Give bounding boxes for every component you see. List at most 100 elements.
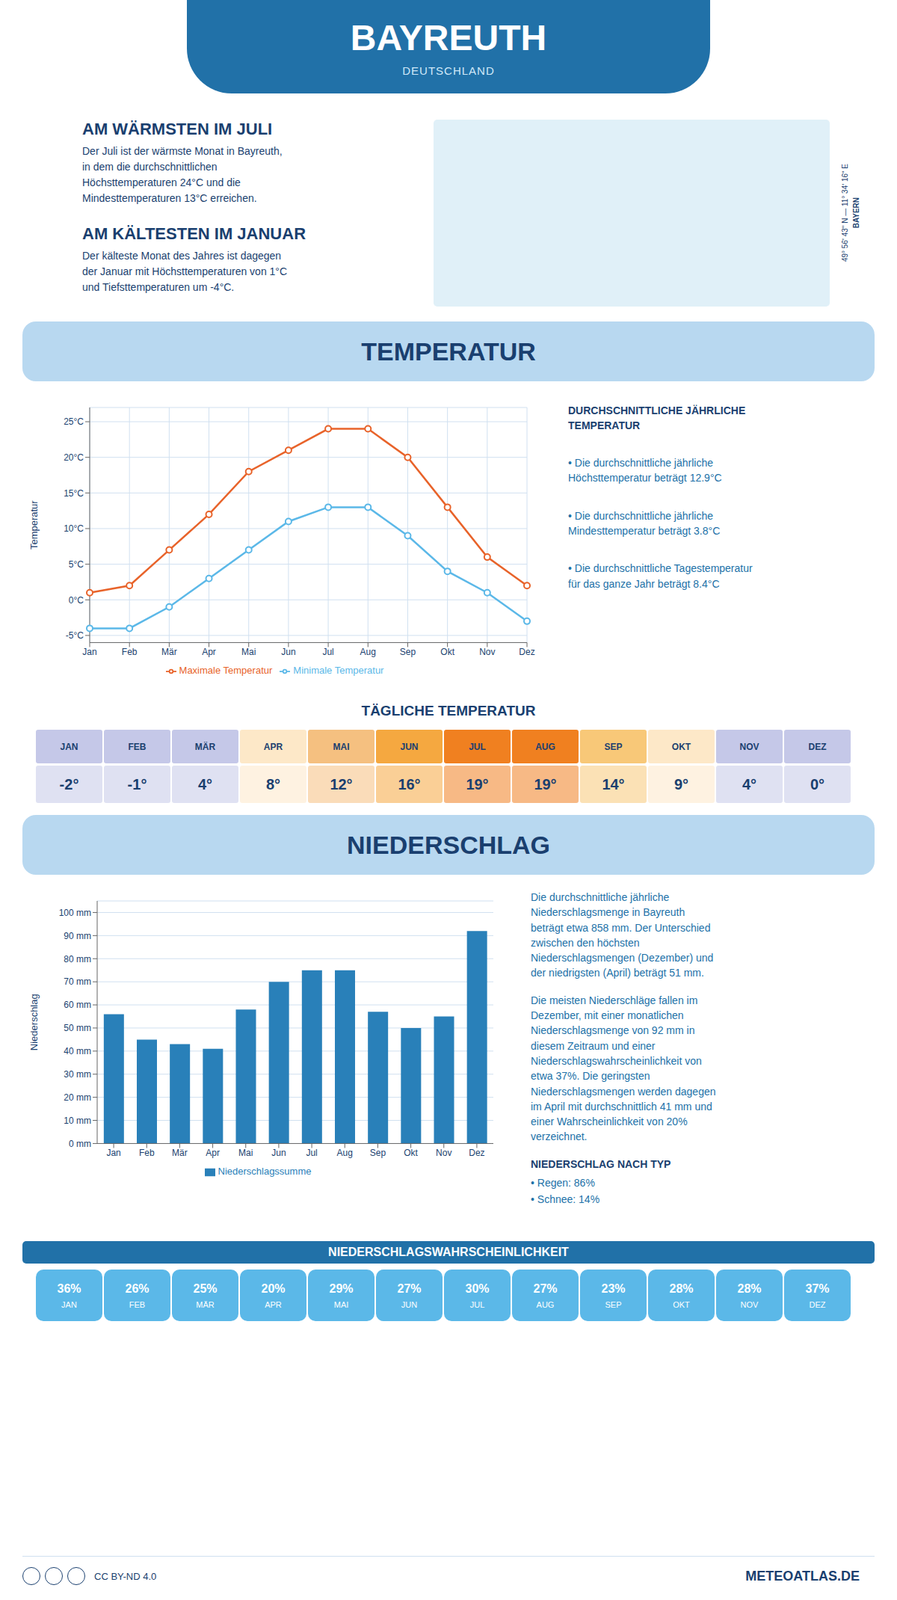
svg-text:10°C: 10°C: [63, 523, 84, 534]
html-text:AM WÄRMSTEN IM JULI: AM WÄRMSTEN IM JULI: [82, 119, 273, 139]
svg-text:Feb: Feb: [139, 1147, 155, 1158]
svg-text:Aug: Aug: [337, 1147, 353, 1158]
html-text:TEMPERATUR: TEMPERATUR: [361, 336, 536, 366]
svg-text:5°C: 5°C: [68, 559, 84, 570]
svg-text:50 mm: 50 mm: [63, 1022, 92, 1034]
html-text:NIEDERSCHLAG NACH TYP: NIEDERSCHLAG NACH TYP: [530, 1157, 671, 1170]
html-text:26%: 26%: [125, 1281, 150, 1295]
html-text:25%: 25%: [193, 1281, 218, 1295]
html-text:JUN: JUN: [400, 741, 419, 752]
html-text:MAI: MAI: [333, 741, 350, 752]
svg-text:Dez: Dez: [468, 1147, 485, 1158]
html-text:23%: 23%: [601, 1281, 626, 1295]
svg-text:Aug: Aug: [360, 646, 376, 658]
html-text:27%: 27%: [397, 1281, 422, 1295]
html-text:Der Juli ist der wärmste Monat: Der Juli ist der wärmste Monat in Bayreu…: [82, 145, 283, 205]
html-text:30%: 30%: [465, 1281, 490, 1295]
svg-text:15°C: 15°C: [63, 488, 84, 499]
svg-text:Dez: Dez: [518, 646, 535, 658]
html-text:• Die durchschnittliche jährli: • Die durchschnittliche jährliche Höchst…: [568, 456, 722, 485]
html-text:JUL: JUL: [468, 741, 486, 752]
html-text:• Die durchschnittliche Tagest: • Die durchschnittliche Tagestemperatur …: [568, 562, 753, 590]
html-text:METEOATLAS.DE: METEOATLAS.DE: [745, 1567, 860, 1583]
svg-text:Okt: Okt: [440, 646, 455, 658]
svg-text:60 mm: 60 mm: [63, 999, 92, 1010]
html-text:DEUTSCHLAND: DEUTSCHLAND: [402, 63, 495, 77]
svg-text:Nov: Nov: [479, 646, 495, 658]
html-text:• Regen: 86% • Schnee: 14%: • Regen: 86% • Schnee: 14%: [530, 1176, 600, 1206]
svg-text:20°C: 20°C: [63, 452, 84, 463]
html-text:16°: 16°: [397, 775, 421, 792]
html-text:AM KÄLTESTEN IM JANUAR: AM KÄLTESTEN IM JANUAR: [82, 224, 306, 243]
html-text:9°: 9°: [674, 775, 689, 792]
html-text:Die durchschnittliche jährlich: Die durchschnittliche jährliche Niedersc…: [530, 891, 714, 979]
html-text:DURCHSCHNITTLICHE JÄHRLICHE TE: DURCHSCHNITTLICHE JÄHRLICHE TEMPERATUR: [568, 404, 746, 432]
svg-text:Nov: Nov: [435, 1147, 452, 1158]
html-text:27%: 27%: [533, 1281, 558, 1295]
svg-text:0°C: 0°C: [68, 595, 84, 606]
html-text:29%: 29%: [329, 1281, 354, 1295]
svg-text:20 mm: 20 mm: [63, 1092, 92, 1103]
html-text:12°: 12°: [329, 775, 353, 792]
svg-text:70 mm: 70 mm: [63, 976, 92, 987]
svg-text:Temperatur: Temperatur: [28, 500, 40, 550]
svg-text:Mai: Mai: [238, 1147, 253, 1158]
html-text:36%: 36%: [57, 1281, 82, 1295]
html-text:SEP: SEP: [604, 741, 623, 752]
html-text:• Die durchschnittliche jährli: • Die durchschnittliche jährliche Mindes…: [568, 509, 721, 537]
svg-text:Okt: Okt: [403, 1147, 418, 1158]
html-text:TÄGLICHE TEMPERATUR: TÄGLICHE TEMPERATUR: [361, 702, 536, 719]
svg-text:10 mm: 10 mm: [63, 1115, 92, 1126]
html-text:20%: 20%: [261, 1281, 286, 1295]
svg-text:Jan: Jan: [82, 646, 97, 658]
html-text:4°: 4°: [742, 775, 757, 792]
html-text:NIEDERSCHLAG: NIEDERSCHLAG: [346, 830, 551, 859]
html-text:CC BY-ND 4.0: CC BY-ND 4.0: [94, 1570, 157, 1582]
html-text:8°: 8°: [266, 775, 281, 792]
svg-text:Apr: Apr: [205, 1147, 220, 1158]
html-text:BAYREUTH: BAYREUTH: [350, 17, 547, 58]
html-text:APR: APR: [263, 741, 283, 752]
html-text:AUG: AUG: [535, 741, 556, 752]
svg-text:-5°C: -5°C: [65, 630, 84, 641]
svg-text:Feb: Feb: [121, 646, 138, 658]
svg-text:Niederschlag: Niederschlag: [28, 993, 40, 1051]
html-text:Minimale Temperatur: Minimale Temperatur: [293, 664, 384, 677]
svg-text:Mär: Mär: [161, 646, 178, 658]
html-text:4°: 4°: [198, 775, 213, 792]
svg-text:Apr: Apr: [201, 646, 217, 658]
svg-text:100 mm: 100 mm: [59, 907, 92, 918]
svg-text:Mär: Mär: [171, 1147, 188, 1158]
html-text:Der kälteste Monat des Jahres: Der kälteste Monat des Jahres ist dagege…: [82, 249, 288, 294]
html-text:-1°: -1°: [127, 775, 147, 792]
html-text:Die meisten Niederschläge fall: Die meisten Niederschläge fallen im Deze…: [530, 994, 716, 1143]
svg-text:Jan: Jan: [106, 1147, 121, 1158]
svg-text:90 mm: 90 mm: [63, 930, 92, 942]
svg-text:30 mm: 30 mm: [63, 1068, 92, 1080]
html-text:Maximale Temperatur: Maximale Temperatur: [179, 664, 273, 677]
html-text:JAN: JAN: [60, 741, 79, 752]
html-text:19°: 19°: [534, 775, 557, 792]
svg-text:40 mm: 40 mm: [63, 1045, 92, 1057]
html-text:14°: 14°: [602, 775, 625, 792]
svg-text:Jun: Jun: [271, 1147, 286, 1158]
svg-text:25°C: 25°C: [63, 416, 84, 427]
svg-text:Sep: Sep: [370, 1147, 387, 1158]
svg-text:0 mm: 0 mm: [68, 1138, 92, 1149]
html-text:0°: 0°: [810, 775, 825, 792]
html-text:28%: 28%: [737, 1281, 762, 1295]
svg-text:Mai: Mai: [241, 646, 256, 658]
html-text:FEB: FEB: [128, 741, 147, 752]
html-text:28%: 28%: [669, 1281, 694, 1295]
html-text:NIEDERSCHLAGSWAHRSCHEINLICHKEI: NIEDERSCHLAGSWAHRSCHEINLICHKEIT: [328, 1245, 569, 1259]
html-text:37%: 37%: [805, 1281, 830, 1295]
svg-text:Jun: Jun: [281, 646, 296, 658]
html-text:Niederschlagssumme: Niederschlagssumme: [217, 1165, 312, 1177]
svg-text:Jul: Jul: [322, 646, 334, 658]
html-text:-2°: -2°: [59, 775, 79, 792]
svg-text:Sep: Sep: [399, 646, 417, 658]
html-text:19°: 19°: [465, 775, 489, 792]
svg-text:80 mm: 80 mm: [63, 953, 92, 965]
svg-text:Jul: Jul: [305, 1147, 317, 1158]
html-text:MÄR: MÄR: [194, 741, 216, 752]
